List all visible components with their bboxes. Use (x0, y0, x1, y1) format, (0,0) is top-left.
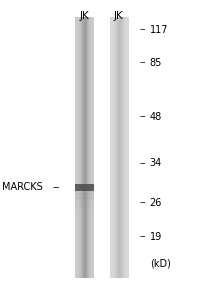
Bar (120, 16, 121, 278)
Bar (124, 16, 125, 278)
Bar (74, 191, 94, 195)
Bar (86, 16, 87, 278)
Bar (122, 16, 123, 278)
Bar (81, 16, 82, 278)
Bar (93, 16, 94, 278)
Bar (85, 16, 86, 278)
Bar (74, 184, 94, 191)
Bar (76, 16, 77, 278)
Text: --: -- (139, 159, 145, 168)
Bar (74, 16, 75, 278)
Bar (90, 16, 91, 278)
Bar (79, 16, 80, 278)
Bar (115, 16, 116, 278)
Text: 34: 34 (149, 158, 161, 169)
Text: MARCKS: MARCKS (2, 182, 43, 193)
Bar (118, 16, 119, 278)
Text: --: -- (139, 58, 145, 68)
Bar (80, 16, 81, 278)
Bar (74, 198, 94, 202)
Text: JK: JK (113, 11, 123, 21)
Bar (110, 16, 111, 278)
Bar (125, 16, 126, 278)
Bar (114, 16, 115, 278)
Bar (87, 16, 88, 278)
Text: --: -- (52, 182, 60, 193)
Bar (111, 16, 112, 278)
Bar (91, 16, 92, 278)
Bar (116, 16, 117, 278)
Bar (109, 16, 110, 278)
Bar (74, 202, 94, 206)
Text: 85: 85 (149, 58, 161, 68)
Bar (113, 16, 114, 278)
Text: --: -- (139, 232, 145, 242)
Text: 117: 117 (149, 25, 167, 35)
Bar (121, 16, 122, 278)
Text: 48: 48 (149, 112, 161, 122)
Bar (77, 16, 78, 278)
Text: (kD): (kD) (149, 259, 170, 269)
Bar (78, 16, 79, 278)
Bar (126, 16, 127, 278)
Bar (84, 16, 85, 278)
Bar (127, 16, 128, 278)
Bar (112, 16, 113, 278)
Text: --: -- (139, 112, 145, 122)
Bar (74, 194, 94, 199)
Bar (88, 16, 89, 278)
Bar (83, 16, 84, 278)
Bar (82, 16, 83, 278)
Bar (119, 16, 120, 278)
Bar (128, 16, 129, 278)
Bar (117, 16, 118, 278)
Bar (74, 205, 94, 209)
Text: JK: JK (79, 11, 89, 21)
Bar (92, 16, 93, 278)
Text: 26: 26 (149, 197, 161, 208)
Text: --: -- (139, 198, 145, 207)
Text: --: -- (139, 26, 145, 34)
Bar (123, 16, 124, 278)
Bar (75, 16, 76, 278)
Text: 19: 19 (149, 232, 161, 242)
Bar (89, 16, 90, 278)
